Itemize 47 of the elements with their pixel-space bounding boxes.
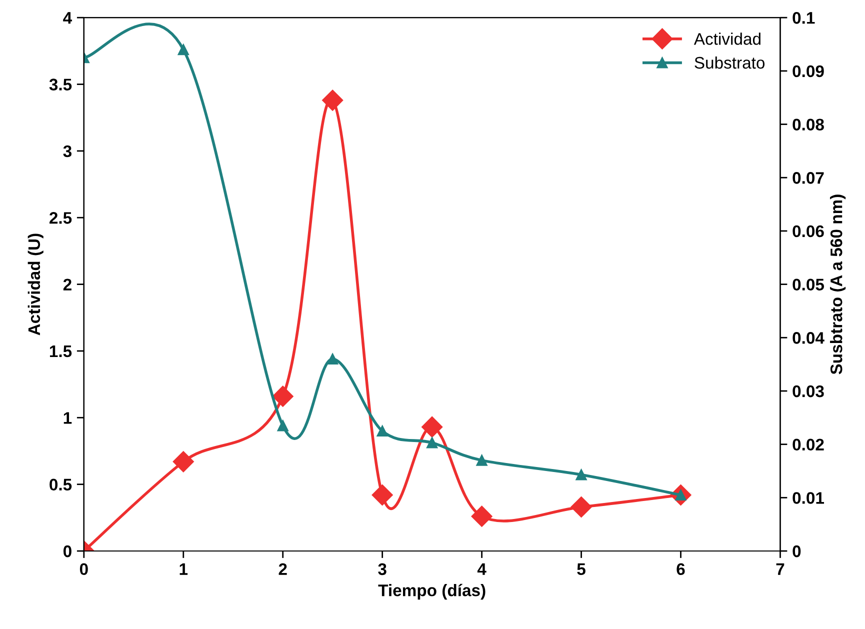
x-tick-label: 1 [180, 563, 188, 575]
point [376, 425, 388, 437]
y2-tick-label: 0.08 [792, 118, 824, 130]
legend-label: Actividad [694, 32, 760, 45]
legend-label: Substrato [694, 56, 765, 69]
y2-tick-label: 0.07 [792, 172, 824, 184]
point [422, 416, 443, 438]
point [272, 386, 294, 407]
x-tick-label: 3 [378, 563, 386, 576]
y2-tick-label: 0.09 [792, 65, 824, 78]
y-tick-label: 1.5 [50, 346, 72, 358]
point [178, 44, 189, 56]
y-tick-label: 3 [63, 145, 72, 158]
x-tick-label: 6 [676, 563, 685, 576]
x-tick-label: 2 [278, 563, 287, 575]
y2-tick-label: 0.02 [792, 438, 824, 451]
point [322, 90, 344, 111]
point [471, 506, 492, 527]
y-tick-label: 0 [63, 545, 72, 558]
y2-tick-label: 0.01 [792, 492, 824, 504]
y2-tick-label: 0 [792, 545, 801, 558]
point [372, 484, 393, 506]
y-tick-label: 1 [64, 412, 72, 424]
x-axis-title: Tiempo (días) [378, 584, 486, 600]
point [476, 454, 488, 466]
point [570, 496, 592, 518]
y-tick-label: 2.5 [50, 212, 72, 224]
x-tick-label: 7 [776, 563, 784, 575]
y2-tick-label: 0.03 [792, 385, 824, 398]
y-axis-title: Actividad (U) [28, 234, 44, 336]
y-tick-label: 4 [63, 12, 72, 24]
y2-axis-title: Susbtrato (A a 560 nm) [830, 194, 846, 374]
y2-tick-label: 0.05 [792, 278, 824, 291]
point [277, 420, 288, 432]
y2-tick-label: 0.04 [792, 332, 824, 344]
point [172, 451, 194, 472]
x-tick-label: 0 [80, 563, 88, 576]
y-tick-label: 3.5 [49, 78, 72, 91]
y2-tick-label: 0.1 [792, 12, 815, 24]
x-tick-label: 5 [577, 563, 586, 576]
y-tick-label: 0.5 [50, 478, 72, 491]
x-tick-label: 4 [477, 563, 486, 575]
point [426, 437, 438, 448]
point [576, 469, 587, 480]
y-tick-label: 2 [63, 278, 72, 290]
point [327, 353, 338, 365]
y2-tick-label: 0.06 [792, 225, 824, 238]
